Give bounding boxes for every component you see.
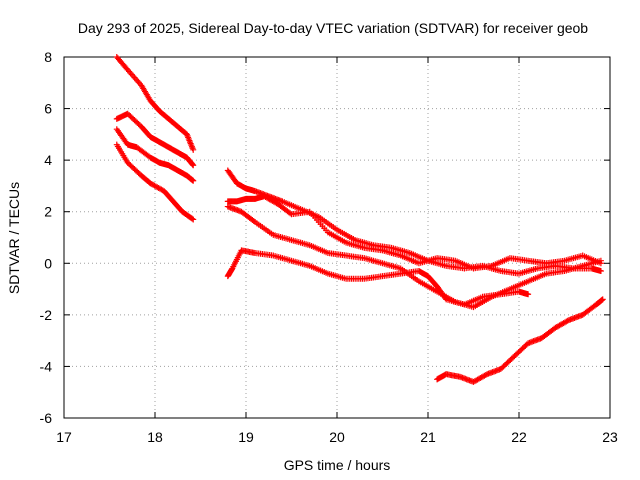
data-point [190, 162, 197, 169]
x-tick-label: 18 [147, 429, 163, 445]
series-track-4 [113, 141, 197, 223]
y-tick-label: -2 [40, 307, 53, 323]
data-point [190, 146, 197, 153]
data-point [250, 217, 257, 224]
x-tick-label: 20 [329, 429, 345, 445]
series-track-6 [224, 193, 604, 272]
series-track-7 [224, 203, 604, 311]
data-point [564, 317, 571, 324]
x-tick-label: 19 [238, 429, 254, 445]
series-track-9 [434, 296, 606, 385]
data-point [597, 268, 604, 275]
x-tick-label: 17 [56, 429, 72, 445]
data-point [190, 216, 197, 223]
series-track-2 [113, 110, 197, 169]
data-point [599, 296, 606, 303]
plot-frame [63, 56, 611, 419]
grid-lines [64, 57, 610, 418]
x-tick-label: 21 [420, 429, 436, 445]
data-point [189, 215, 196, 222]
data-point [482, 371, 489, 378]
series-track-1 [113, 54, 197, 153]
y-tick-label: -6 [40, 410, 53, 426]
y-tick-label: 2 [44, 204, 52, 220]
x-tick-label: 22 [511, 429, 527, 445]
data-point [190, 177, 197, 184]
data-point [189, 161, 196, 168]
data-point [597, 257, 604, 264]
y-axis-label: SDTVAR / TECUs [6, 182, 22, 294]
x-tick-labels: 17 18 19 20 21 22 23 [56, 429, 618, 445]
y-tick-labels: -6 -4 -2 0 2 4 6 8 [40, 49, 53, 426]
chart-title: Day 293 of 2025, Sidereal Day-to-day VTE… [78, 20, 588, 36]
y-tick-label: 6 [44, 101, 52, 117]
y-tick-label: 8 [44, 49, 52, 65]
y-tick-label: 4 [44, 152, 52, 168]
data-point [525, 291, 532, 298]
y-tick-label: 0 [44, 255, 52, 271]
series-track-3 [113, 126, 197, 184]
y-tick-label: -4 [40, 358, 53, 374]
data-points [113, 54, 606, 385]
series-track-8 [224, 247, 532, 308]
x-axis-label: GPS time / hours [284, 457, 391, 473]
x-tick-label: 23 [602, 429, 618, 445]
data-point [287, 210, 294, 217]
